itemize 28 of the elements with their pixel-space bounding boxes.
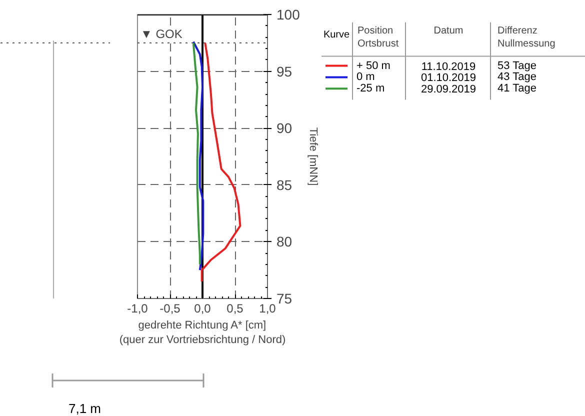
text: 29.09.2019 bbox=[420, 84, 476, 96]
y-tick-label: 75 bbox=[276, 290, 292, 306]
text: Differenz Nullmessung bbox=[498, 26, 556, 50]
text: 43 Tage bbox=[498, 71, 536, 84]
legend-label: + 50 m bbox=[356, 60, 390, 72]
ref-line-label: ▼ GOK bbox=[140, 26, 182, 41]
text: 41 Tage bbox=[498, 82, 536, 95]
text: Datum bbox=[434, 26, 464, 37]
text: 11.10.2019 bbox=[421, 60, 476, 73]
text: 7,1 m bbox=[68, 401, 102, 416]
text: 53 Tage bbox=[498, 60, 536, 72]
x-tick-label: -0,5 bbox=[160, 302, 181, 316]
y-tick-label: 95 bbox=[276, 63, 292, 80]
legend-title: Kurve bbox=[323, 30, 350, 41]
text: Position Ortsbrust bbox=[358, 26, 399, 50]
x-axis-title: gedrehte Richtung A* [cm] (quer zur Vortriebsrichtung / Nord) bbox=[119, 320, 286, 346]
y-tick-label: 85 bbox=[276, 176, 292, 193]
x-tick-label: -1,0 bbox=[127, 302, 148, 316]
x-tick-label: 1,0 bbox=[259, 302, 276, 316]
x-tick-label: 0,0 bbox=[194, 302, 212, 316]
y-axis-title: Tiefe [mNN] bbox=[306, 127, 319, 186]
legend-label: -25 m bbox=[356, 82, 385, 95]
y-tick-label: 90 bbox=[276, 120, 292, 136]
legend-label: 0 m bbox=[356, 71, 375, 84]
y-tick-label: 80 bbox=[276, 234, 292, 250]
text: 01.10.2019 bbox=[420, 72, 476, 84]
y-tick-label: 100 bbox=[276, 6, 300, 22]
x-tick-label: 0,5 bbox=[226, 302, 244, 316]
